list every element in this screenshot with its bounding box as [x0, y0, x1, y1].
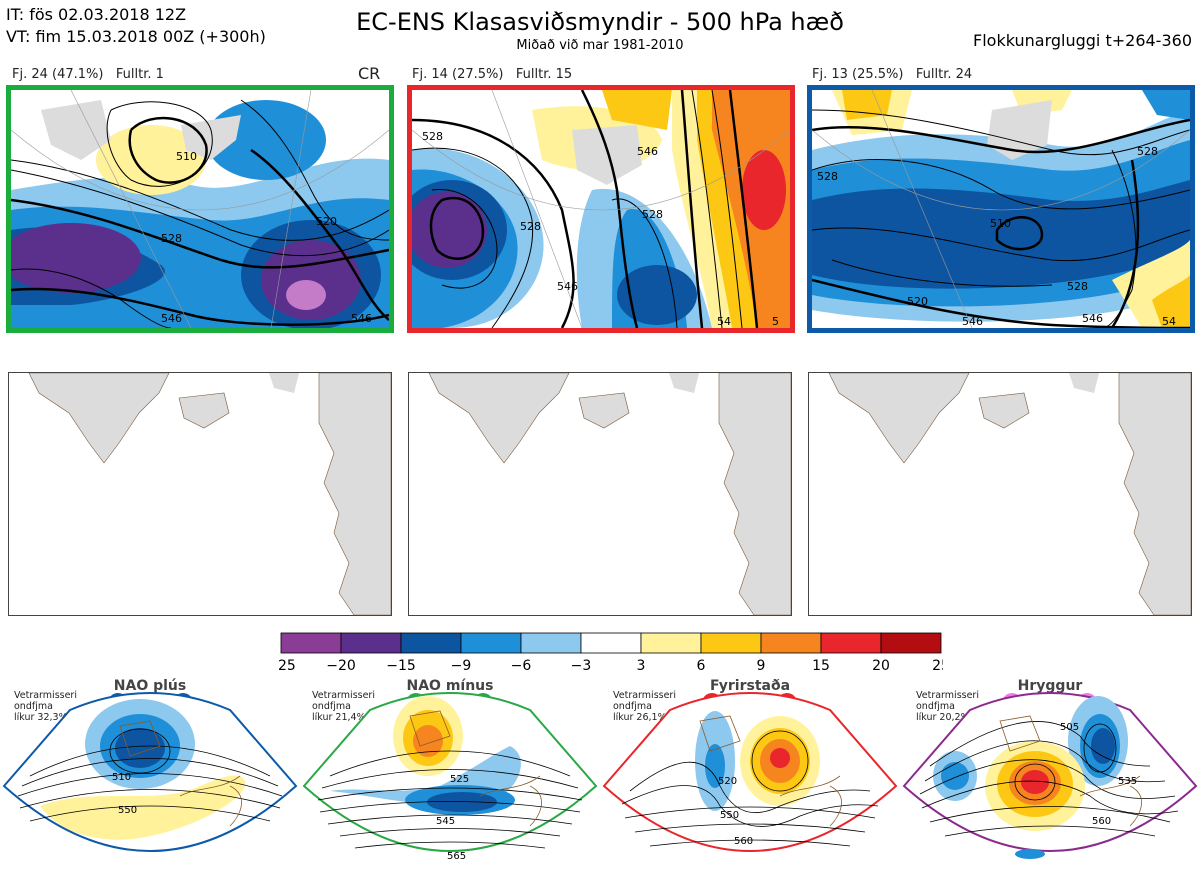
regime-note-line: ondfjma	[613, 701, 652, 712]
cluster-3-contour-label: 546	[962, 315, 983, 328]
colorbar-tick-label: 9	[757, 658, 766, 674]
regime-title: Hryggur	[1017, 678, 1083, 694]
classification-window: Flokkunargluggi t+264-360	[973, 31, 1192, 50]
regime-contour-label: 560	[1092, 816, 1111, 827]
cluster-1-label: Fj. 24 (47.1%) Fulltr. 1	[12, 67, 164, 82]
colorbar-swatch	[640, 632, 702, 654]
regime-note-line: líkur 20,2%	[916, 712, 970, 723]
colorbar-tick-label: −6	[511, 658, 532, 674]
regime-note-line: líkur 32,3%	[14, 712, 68, 723]
cluster-1-contour-label: 528	[161, 232, 182, 245]
regime-contour-label: 565	[447, 851, 466, 862]
cluster-3-contour-label: 546	[1082, 312, 1103, 325]
cluster-3-contour-label: 528	[1067, 280, 1088, 293]
cluster-1-contour-label: 520	[316, 215, 337, 228]
cluster-3-map: 510 520 528 528 528 546 546 54	[807, 85, 1195, 333]
cluster-1-contour-label: 546	[351, 312, 372, 325]
regime-note-line: Vetrarmisseri	[14, 690, 77, 701]
cluster-2-contour-label: 5	[772, 315, 779, 328]
colorbar: −25 −20 −15 −9 −6 −3 3 6 9 15 20 25	[279, 632, 943, 674]
landmask-map-3	[808, 372, 1192, 616]
colorbar-tick-label: −20	[326, 658, 356, 674]
regime-note-line: Vetrarmisseri	[613, 690, 676, 701]
header-info: IT: fös 02.03.2018 12Z VT: fim 15.03.201…	[6, 4, 266, 48]
landmask-map-2	[408, 372, 792, 616]
colorbar-swatch	[820, 632, 882, 654]
cluster-3-contour-label: 520	[907, 295, 928, 308]
regime-contour-label: 560	[734, 836, 753, 847]
cluster-2-contour-label: 54	[717, 315, 731, 328]
cluster-3-contour-label: 510	[990, 217, 1011, 230]
regime-blocking: Fyrirstaða Vetrarmisseri ondfjma líkur 2…	[600, 676, 900, 871]
cluster-3-contour-label: 54	[1162, 315, 1176, 328]
regime-contour-label: 520	[718, 776, 737, 787]
regime-title: NAO plús	[113, 678, 187, 694]
regime-note: Vetrarmisseri ondfjma líkur 26,1%	[613, 690, 676, 723]
regime-nao-plus: NAO plús Vetrarmisseri ondfjma líkur 32,…	[0, 676, 300, 871]
colorbar-tick-label: 15	[812, 658, 830, 674]
page-subtitle: Miðað við mar 1981-2010	[516, 38, 684, 53]
regime-note-line: Vetrarmisseri	[916, 690, 979, 701]
colorbar-swatch	[460, 632, 522, 654]
cluster-2-label: Fj. 14 (27.5%) Fulltr. 15	[412, 67, 573, 82]
colorbar-tick-label: −9	[451, 658, 472, 674]
colorbar-tick-label: −25	[279, 658, 296, 674]
colorbar-swatch	[340, 632, 402, 654]
page-title: EC-ENS Klasasviðsmyndir - 500 hPa hæð	[356, 8, 844, 36]
regime-contour-label: 545	[436, 816, 455, 827]
initial-time: IT: fös 02.03.2018 12Z	[6, 5, 187, 24]
cluster-2-contour-label: 546	[557, 280, 578, 293]
regime-nao-minus: NAO mínus Vetrarmisseri ondfjma líkur 21…	[300, 676, 600, 871]
colorbar-swatch	[580, 632, 642, 654]
regime-note-line: ondfjma	[916, 701, 955, 712]
regime-note: Vetrarmisseri ondfjma líkur 21,4%	[312, 690, 375, 723]
landmask-map-1	[8, 372, 392, 616]
cluster-2-contour-label: 546	[637, 145, 658, 158]
regime-note-line: líkur 21,4%	[312, 712, 366, 723]
cluster-1-map: 510 528 520 546 546	[6, 85, 394, 333]
cluster-1-badge: CR	[358, 64, 381, 83]
regime-contour-label: 535	[1118, 776, 1137, 787]
colorbar-tick-label: 20	[872, 658, 890, 674]
cluster-3-label: Fj. 13 (25.5%) Fulltr. 24	[812, 67, 973, 82]
regime-note-line: ondfjma	[312, 701, 351, 712]
regime-note: Vetrarmisseri ondfjma líkur 20,2%	[916, 690, 979, 723]
cluster-1-contour-label: 546	[161, 312, 182, 325]
cluster-2-map: 528 528 546 528 546 54 5	[407, 85, 795, 333]
colorbar-tick-label: 25	[932, 658, 943, 674]
regime-note: Vetrarmisseri ondfjma líkur 32,3%	[14, 690, 77, 723]
colorbar-swatch	[760, 632, 822, 654]
cluster-2-contour-label: 528	[642, 208, 663, 221]
regime-contour-label: 550	[118, 805, 137, 816]
regime-note-line: Vetrarmisseri	[312, 690, 375, 701]
regime-contour-label: 525	[450, 774, 469, 785]
cluster-1-contour-label: 510	[176, 150, 197, 163]
cluster-2-contour-label: 528	[422, 130, 443, 143]
regime-note-line: líkur 26,1%	[613, 712, 667, 723]
colorbar-tick-label: −3	[571, 658, 592, 674]
cluster-3-contour-label: 528	[1137, 145, 1158, 158]
regime-title: NAO mínus	[406, 678, 494, 694]
regime-contour-label: 505	[1060, 722, 1079, 733]
regime-title: Fyrirstaða	[709, 678, 791, 694]
colorbar-tick-label: 3	[637, 658, 646, 674]
regime-ridge: Hryggur Vetrarmisseri ondfjma líkur 20,2…	[900, 676, 1200, 871]
regime-note-line: ondfjma	[14, 701, 53, 712]
colorbar-swatch	[280, 632, 342, 654]
colorbar-tick-label: −15	[386, 658, 416, 674]
colorbar-swatch	[520, 632, 582, 654]
colorbar-swatch	[700, 632, 762, 654]
colorbar-swatch	[880, 632, 942, 654]
cluster-2-contour-label: 528	[520, 220, 541, 233]
colorbar-swatch	[400, 632, 462, 654]
colorbar-tick-label: 6	[697, 658, 706, 674]
regime-contour-label: 510	[112, 772, 131, 783]
regime-contour-label: 550	[720, 810, 739, 821]
cluster-3-contour-label: 528	[817, 170, 838, 183]
valid-time: VT: fim 15.03.2018 00Z (+300h)	[6, 27, 266, 46]
